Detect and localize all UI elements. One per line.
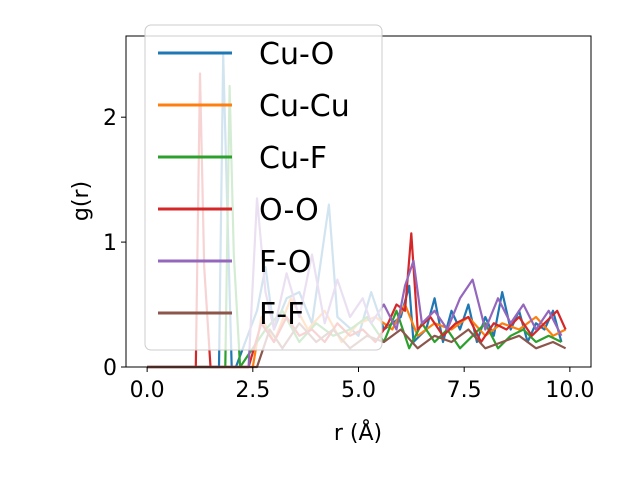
x-tick-label: 5.0: [341, 378, 376, 403]
legend-label: F-F: [259, 297, 304, 332]
legend: Cu-O Cu-Cu Cu-F O-O F-O F-F: [144, 24, 383, 351]
legend-label: F-O: [259, 245, 312, 280]
series-line-o-o: [147, 72, 567, 369]
x-axis: 0.0 2.5 5.0 7.5 10.0: [130, 367, 594, 403]
x-tick-label: 0.0: [130, 378, 165, 403]
y-tick-label: 2: [103, 106, 117, 131]
legend-label: O-O: [259, 193, 319, 228]
legend-label: Cu-O: [259, 37, 334, 72]
legend-label: Cu-F: [259, 141, 327, 176]
y-tick-label: 1: [103, 231, 117, 256]
x-tick-label: 10.0: [545, 378, 594, 403]
x-tick-label: 2.5: [235, 378, 270, 403]
y-axis-label: g(r): [69, 181, 94, 221]
x-axis-label: r (Å): [334, 419, 382, 446]
legend-items: Cu-O Cu-Cu Cu-F O-O F-O F-F: [158, 37, 350, 332]
legend-label: Cu-Cu: [259, 89, 350, 124]
y-axis: 0 1 2: [103, 106, 126, 381]
x-tick-label: 7.5: [447, 378, 482, 403]
y-tick-label: 0: [103, 356, 117, 381]
